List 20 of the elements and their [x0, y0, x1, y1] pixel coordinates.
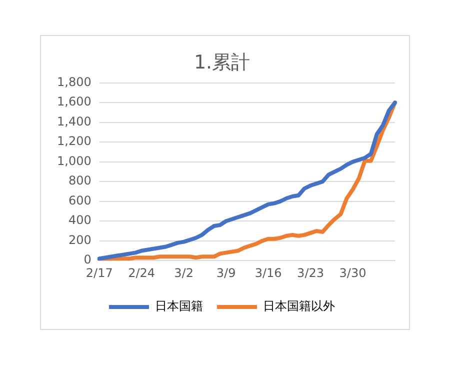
legend-label: 日本国籍: [155, 299, 203, 314]
y-tick-label: 1,400: [56, 114, 92, 128]
x-tick-label: 3/9: [216, 266, 236, 280]
y-tick-label: 0: [84, 252, 92, 267]
y-tick-label: 600: [68, 193, 92, 208]
y-tick-label: 800: [68, 174, 92, 188]
x-tick-label: 3/2: [174, 266, 194, 280]
x-tick-label: 3/16: [254, 266, 282, 280]
legend-label: 日本国籍以外: [263, 299, 335, 314]
y-tick-label: 400: [68, 213, 92, 228]
y-tick-label: 1,600: [56, 94, 92, 109]
x-tick-label: 3/23: [297, 266, 324, 280]
y-tick-label: 200: [68, 232, 92, 247]
x-tick-label: 2/17: [86, 266, 113, 280]
x-tick-label: 2/24: [128, 266, 156, 280]
y-tick-label: 1,800: [56, 74, 92, 89]
y-tick-label: 1,200: [56, 134, 92, 148]
x-tick-label: 3/30: [339, 266, 366, 280]
y-tick-label: 1,000: [56, 154, 92, 168]
chart-title: 1.累計: [194, 51, 250, 74]
